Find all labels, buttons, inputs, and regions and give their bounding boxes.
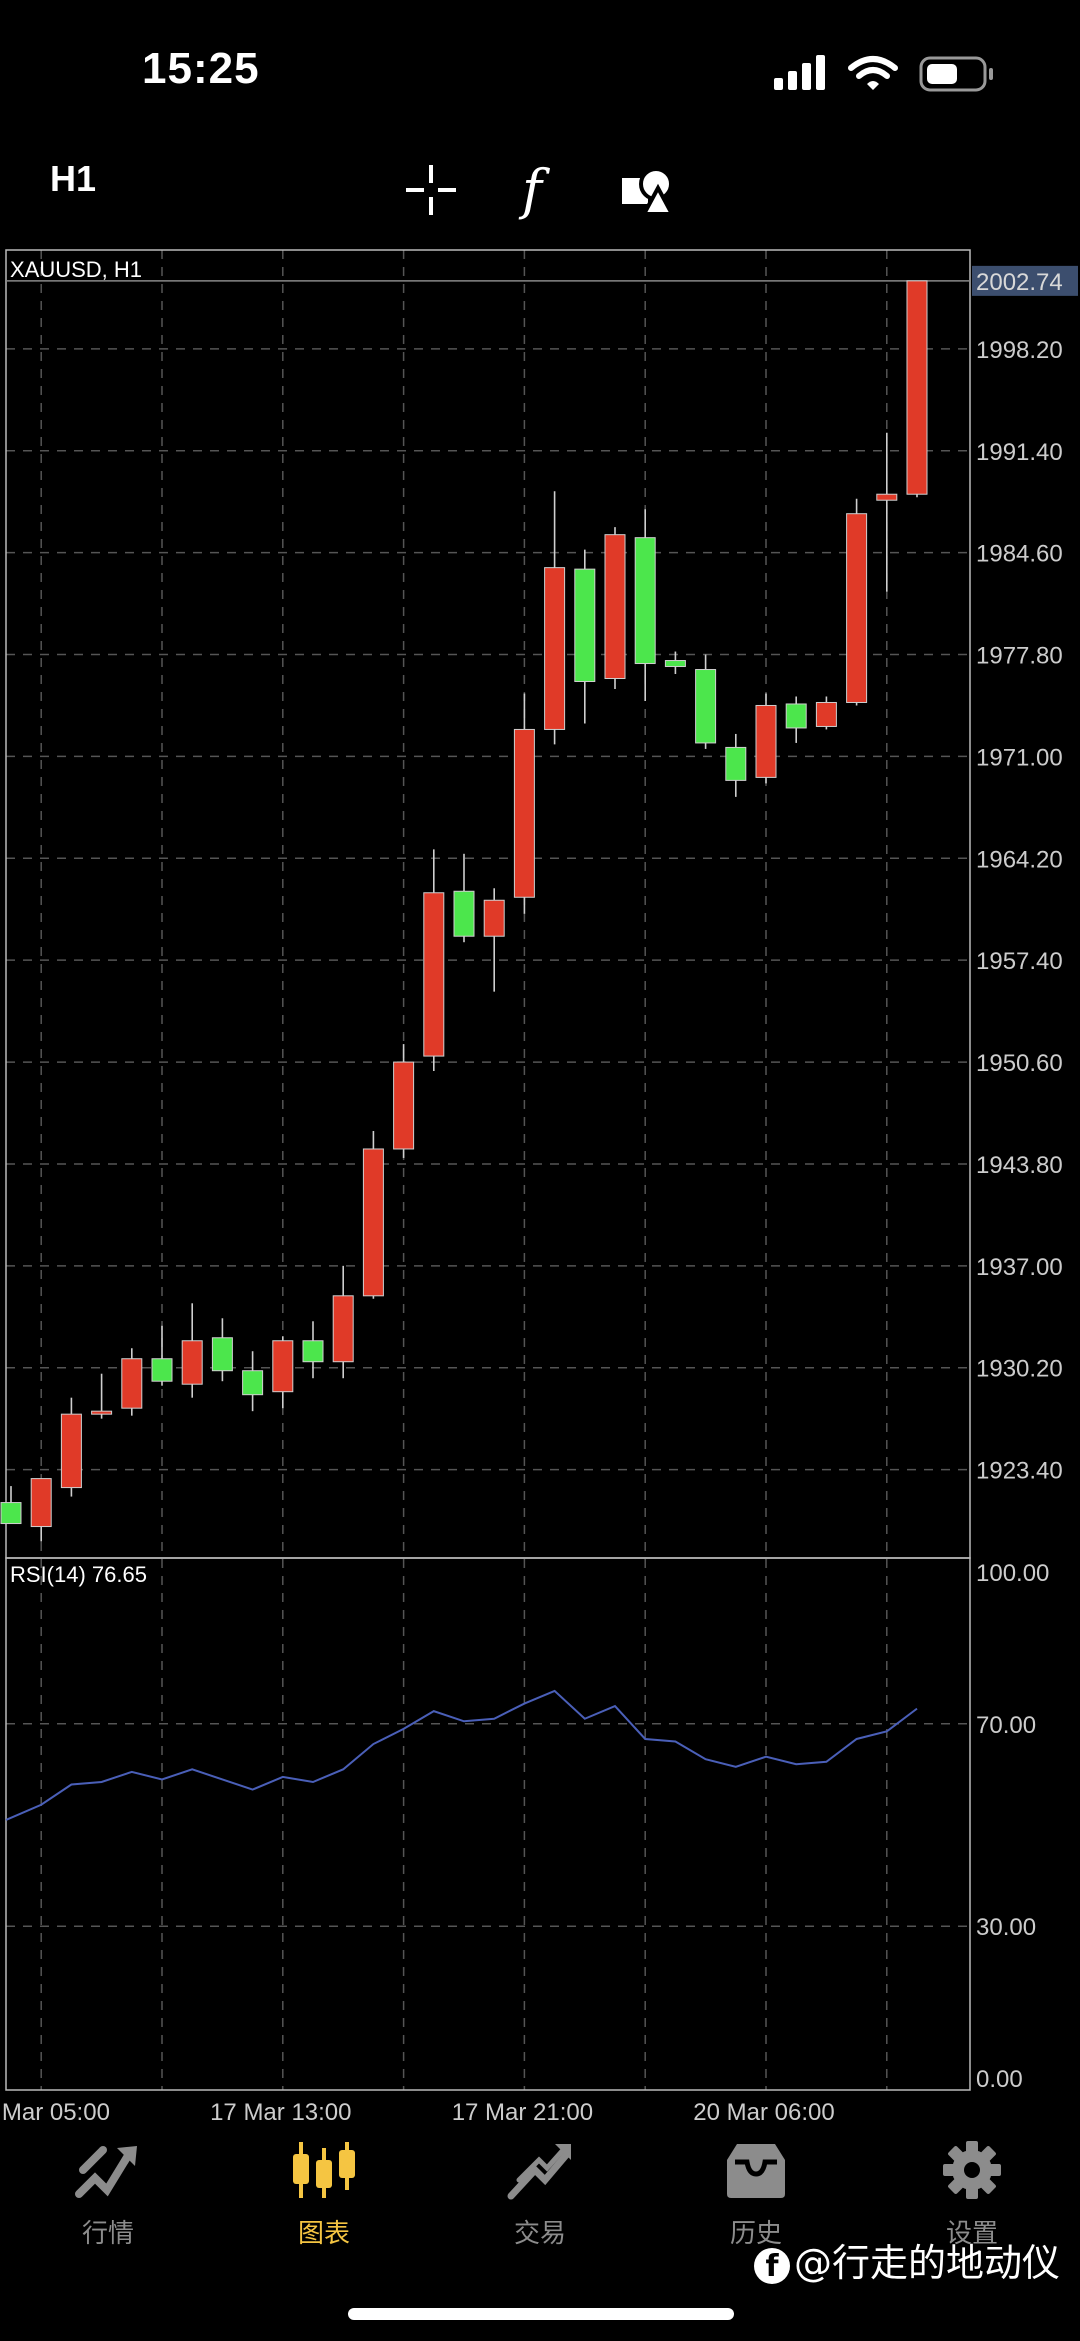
nav-item-trade[interactable]: 交易 <box>465 2140 615 2250</box>
nav-label-history: 历史 <box>729 2219 782 2249</box>
candle <box>393 1061 415 1150</box>
nav-item-history[interactable]: 历史 <box>681 2140 831 2250</box>
rsi-line <box>5 1689 918 1821</box>
candle <box>815 701 837 727</box>
candle <box>0 1502 22 1525</box>
candle <box>151 1358 173 1382</box>
y-tick-label: 1937.00 <box>976 1254 1063 1281</box>
candle <box>634 537 656 665</box>
y-tick-label: 1950.60 <box>976 1050 1063 1077</box>
shapes-icon[interactable] <box>622 167 676 216</box>
history-icon <box>727 2144 785 2198</box>
candle <box>574 568 596 683</box>
candle <box>483 899 505 937</box>
facebook-icon: f <box>753 2247 790 2284</box>
nav-item-settings[interactable]: 设置 <box>897 2140 1047 2250</box>
rsi-tick-label: 0.00 <box>976 2066 1023 2093</box>
rsi-title: RSI(14) 76.65 <box>10 1562 147 1587</box>
candle <box>272 1340 294 1393</box>
y-tick-label: 1957.40 <box>976 948 1063 975</box>
price-chart[interactable]: 1998.20 1991.40 1984.60 1977.80 1971.00 1964.… <box>0 0 1080 2140</box>
y-tick-label: 1964.20 <box>976 846 1063 873</box>
candle <box>121 1358 143 1409</box>
bottom-nav: 行情 图表 交易 历史 <box>0 2140 1080 2270</box>
current-price-label-bg <box>972 265 1078 296</box>
candle <box>332 1295 354 1363</box>
candle <box>453 890 475 937</box>
candle <box>423 892 445 1057</box>
nav-item-quotes[interactable]: 行情 <box>33 2140 183 2250</box>
candle <box>664 660 686 668</box>
settings-icon <box>943 2141 1001 2199</box>
crosshair-icon[interactable] <box>406 165 456 215</box>
trade-icon <box>507 2144 571 2200</box>
candle <box>906 280 928 495</box>
chart-toolbar: f <box>406 160 676 220</box>
timeframe-selector[interactable]: H1 <box>50 158 97 199</box>
status-icons <box>774 55 993 92</box>
candle <box>755 704 777 778</box>
rsi-tick-label: 70.00 <box>976 1712 1036 1739</box>
nav-label-chart: 图表 <box>297 2219 350 2249</box>
candle <box>513 728 535 898</box>
y-tick-label: 1977.80 <box>976 643 1063 670</box>
x-tick-label: 17 Mar 13:00 <box>210 2099 351 2126</box>
nav-item-chart[interactable]: 图表 <box>249 2140 399 2250</box>
watermark-text: @行走的地动仪 <box>793 2241 1060 2285</box>
candle <box>91 1410 113 1415</box>
y-tick-label: 1930.20 <box>976 1356 1063 1383</box>
rsi-panel-border <box>5 1557 971 2091</box>
candle <box>60 1413 82 1489</box>
candle <box>876 493 898 501</box>
x-tick-label: 20 Mar 06:00 <box>693 2099 834 2126</box>
candle <box>181 1340 203 1385</box>
candle <box>604 534 626 680</box>
x-tick-label: 17 Mar 05:00 <box>0 2099 110 2126</box>
chart-icon <box>293 2142 355 2198</box>
candle <box>362 1148 384 1297</box>
y-tick-label: 1943.80 <box>976 1152 1063 1179</box>
current-price-label: 2002.74 <box>976 269 1063 296</box>
y-tick-label: 1984.60 <box>976 541 1063 568</box>
nav-label-quotes: 行情 <box>81 2219 134 2249</box>
nav-label-trade: 交易 <box>513 2219 566 2249</box>
x-tick-label: 17 Mar 21:00 <box>452 2099 593 2126</box>
nav-label-settings: 设置 <box>945 2219 998 2249</box>
quotes-icon <box>75 2146 137 2198</box>
candle <box>30 1478 52 1528</box>
candle <box>725 746 747 781</box>
wifi-icon <box>848 56 898 90</box>
candle <box>544 567 566 730</box>
candle <box>695 669 717 744</box>
watermark: f @行走的地动仪 <box>753 2232 1060 2287</box>
signal-icon <box>774 55 825 90</box>
y-tick-label: 1971.00 <box>976 744 1063 771</box>
y-tick-label: 1991.40 <box>976 439 1063 466</box>
y-tick-label: 1998.20 <box>976 337 1063 364</box>
home-indicator[interactable] <box>348 2308 734 2320</box>
rsi-tick-label: 30.00 <box>976 1914 1036 1941</box>
candle <box>785 703 807 729</box>
candle <box>211 1337 233 1372</box>
status-time: 15:25 <box>142 44 260 93</box>
y-tick-label: 1923.40 <box>976 1458 1063 1485</box>
candle <box>302 1340 324 1363</box>
chart-title: XAUUSD, H1 <box>10 257 142 282</box>
candle <box>846 513 868 703</box>
battery-icon <box>919 56 993 92</box>
candle <box>242 1370 264 1396</box>
rsi-tick-label: 100.00 <box>976 1560 1049 1587</box>
